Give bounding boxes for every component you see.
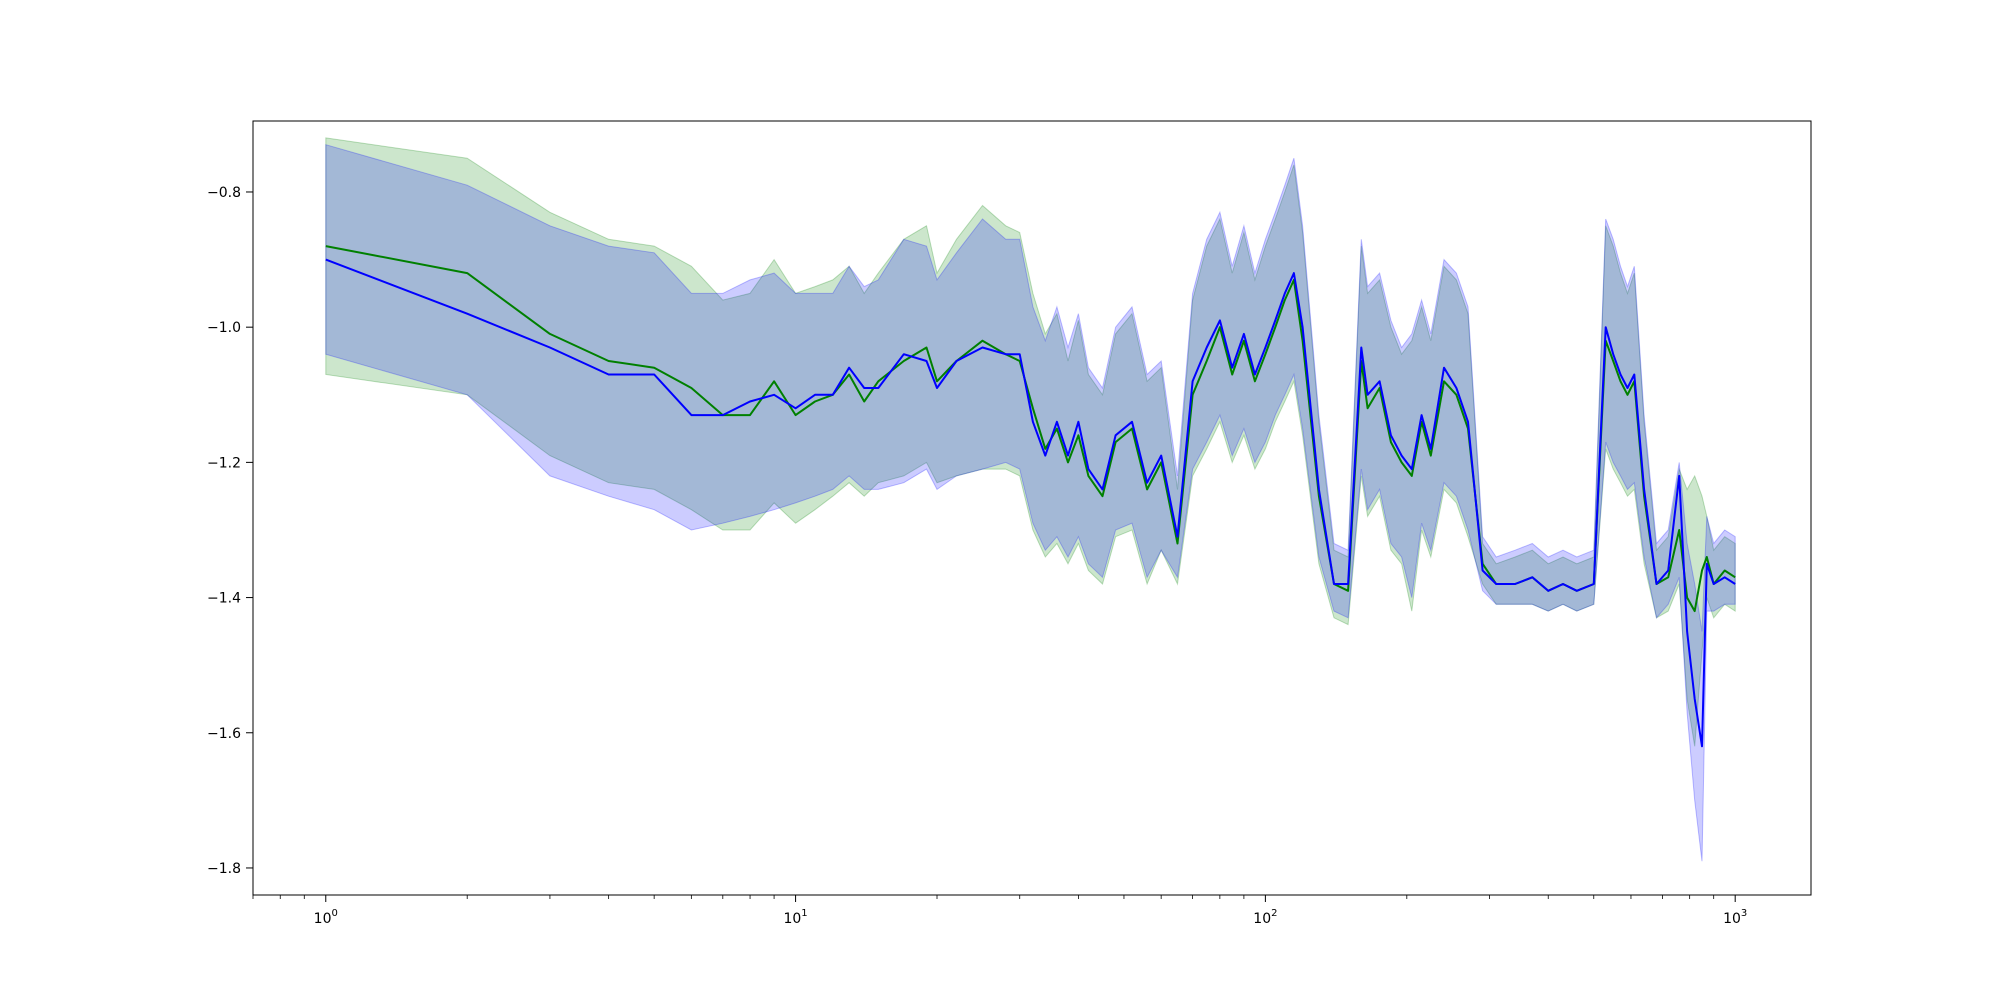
y-axis: −0.8 −1.0 −1.2 −1.4 −1.6 −1.8	[207, 185, 253, 877]
series-lines	[325, 245, 1736, 748]
y-tick-label: −1.4	[207, 591, 241, 607]
y-tick-label: −1.2	[207, 455, 241, 471]
plot-frame	[252, 120, 1812, 896]
x-tick-label: 102	[1253, 908, 1277, 927]
series-1-band	[325, 137, 1736, 747]
series-2-band	[325, 144, 1736, 862]
y-tick-label: −0.8	[207, 185, 241, 201]
y-tick-label: −1.6	[207, 726, 241, 742]
x-tick-label: 103	[1723, 908, 1747, 927]
x-tick-label: 100	[314, 908, 338, 927]
x-tick-label: 101	[783, 908, 807, 927]
series-2-line	[325, 258, 1736, 748]
confidence-bands	[325, 137, 1736, 862]
y-tick-label: −1.0	[207, 320, 241, 336]
y-tick-label: −1.8	[207, 861, 241, 877]
x-axis: 100 101 102 103	[252, 895, 1747, 927]
